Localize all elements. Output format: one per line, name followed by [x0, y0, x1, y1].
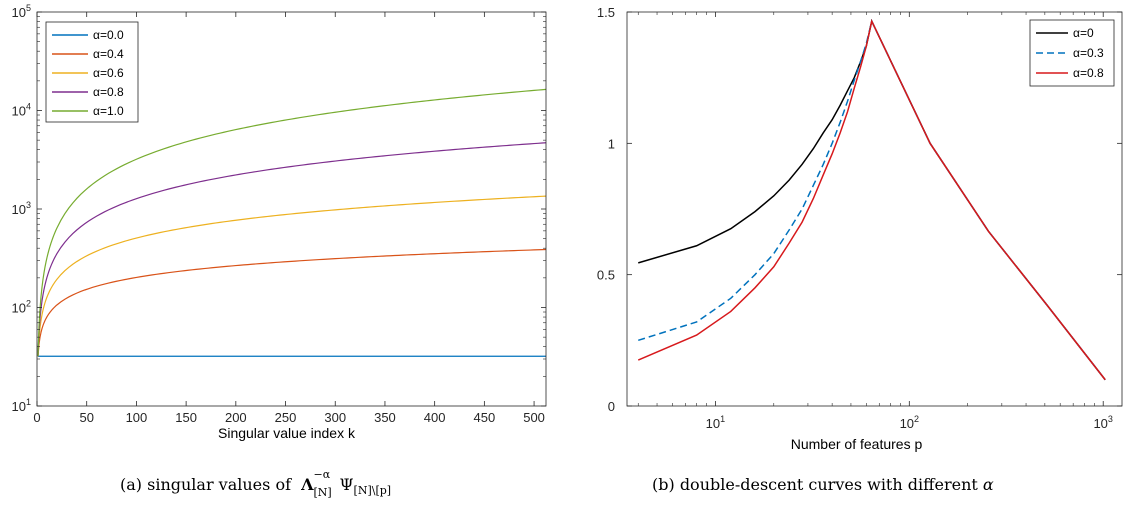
a-y-tick-label-4: 105	[12, 3, 31, 20]
a-legend-label-4: α=1.0	[93, 104, 124, 118]
a-series-line-4	[37, 88, 547, 357]
a-legend-label-3: α=0.8	[93, 85, 124, 99]
a-series-line-1	[37, 248, 547, 357]
caption-b: (b) double-descent curves with different…	[652, 475, 994, 494]
caption-a: (a) singular values of Λ −α [N] Ψ[N]\[p]	[120, 468, 392, 499]
b-axes-box	[626, 11, 1123, 407]
b-x-axis-label: Number of features p	[791, 436, 923, 452]
a-y-tick-label-1: 102	[12, 299, 31, 316]
b-legend-label-0: α=0	[1073, 26, 1094, 40]
b-series-line-2	[637, 18, 1106, 381]
a-x-tick-label-5: 250	[275, 410, 297, 425]
a-x-tick-label-2: 100	[126, 410, 148, 425]
chart-b-double-descent: 101 102 103 0 0.5 1 1.5 Number of features p α=0…	[597, 5, 1123, 452]
a-legend-label-2: α=0.6	[93, 66, 124, 80]
b-x-tick-label-0: 101	[706, 414, 725, 431]
b-legend-box	[1029, 19, 1115, 87]
chart-a-singular-values: 0 50 100 150 200 250 300 350 400 450 500 101 102 103 1…	[12, 3, 547, 441]
a-x-axis-label: Singular value index k	[218, 425, 356, 441]
caption-b-text: (b) double-descent curves with different	[652, 475, 978, 494]
a-series-line-2	[37, 195, 547, 357]
a-x-tick-label-10: 500	[523, 410, 545, 425]
caption-a-lambda: Λ	[301, 475, 314, 494]
b-y-tick-label-3: 1.5	[597, 5, 615, 20]
a-y-tick-label-0: 101	[12, 397, 31, 414]
b-x-tick-label-2: 103	[1093, 414, 1112, 431]
a-x-tick-label-6: 300	[324, 410, 346, 425]
caption-b-alpha: α	[982, 475, 994, 494]
a-series-line-3	[37, 142, 547, 357]
caption-a-sup: −α	[313, 468, 331, 481]
a-legend-label-0: α=0.0	[93, 28, 124, 42]
b-y-tick-label-0: 0	[608, 399, 615, 414]
a-legend-box	[45, 21, 139, 123]
a-x-tick-label-3: 150	[175, 410, 197, 425]
b-y-tick-label-2: 1	[608, 136, 615, 151]
caption-a-prefix: (a) singular values of	[120, 475, 291, 494]
b-legend-label-2: α=0.8	[1073, 66, 1104, 80]
b-legend-label-1: α=0.3	[1073, 46, 1104, 60]
a-x-tick-label-8: 400	[424, 410, 446, 425]
a-x-tick-label-9: 450	[474, 410, 496, 425]
a-legend-label-1: α=0.4	[93, 47, 124, 61]
a-x-tick-label-1: 50	[79, 410, 93, 425]
b-x-tick-label-1: 102	[900, 414, 919, 431]
a-x-tick-label-0: 0	[33, 410, 40, 425]
caption-a-psi-sub: [N]\[p]	[353, 484, 392, 498]
caption-a-sub: [N]	[313, 486, 332, 499]
b-y-tick-label-1: 0.5	[597, 268, 615, 283]
a-y-tick-label-2: 103	[12, 200, 31, 217]
a-x-tick-label-7: 350	[374, 410, 396, 425]
a-y-tick-label-3: 104	[12, 102, 31, 119]
a-x-tick-label-4: 200	[225, 410, 247, 425]
caption-a-psi: Ψ	[339, 475, 354, 494]
